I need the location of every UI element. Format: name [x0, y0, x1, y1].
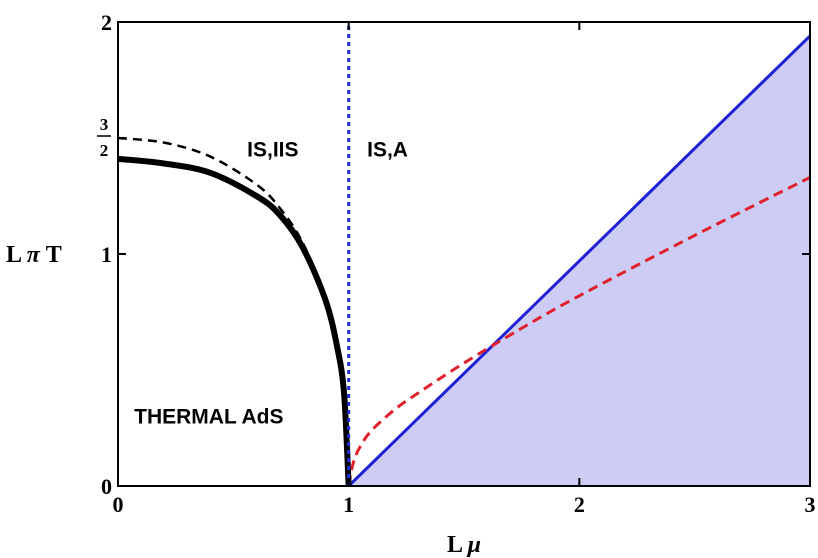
region-label-thermal-ads: THERMAL AdS — [134, 405, 283, 428]
y-tick-label: 2 — [101, 10, 112, 35]
x-axis-title: L μ — [447, 532, 481, 558]
y-tick-label: 0 — [101, 474, 112, 499]
plot-content — [117, 22, 812, 488]
x-tick-label: 3 — [805, 492, 816, 517]
x-tick-label: 2 — [574, 492, 585, 517]
red-dashed-curve — [347, 176, 811, 487]
x-tick-label: 0 — [113, 492, 124, 517]
region-label-is-iis: IS,IIS — [247, 139, 298, 162]
x-tick-label: 1 — [343, 492, 354, 517]
solid-black-curve — [117, 155, 352, 487]
y-axis-title: L π T — [6, 242, 62, 268]
y-fraction-denominator: 2 — [100, 141, 109, 160]
dashed-black-curve — [117, 136, 350, 487]
y-fraction-numerator: 3 — [100, 115, 109, 134]
region-label-is-a: IS,A — [367, 139, 408, 162]
blue-line — [347, 34, 812, 488]
axis-ticks: 0 1 2 3 0 1 2 3 2 — [97, 10, 816, 517]
y-tick-label: 1 — [101, 242, 112, 267]
